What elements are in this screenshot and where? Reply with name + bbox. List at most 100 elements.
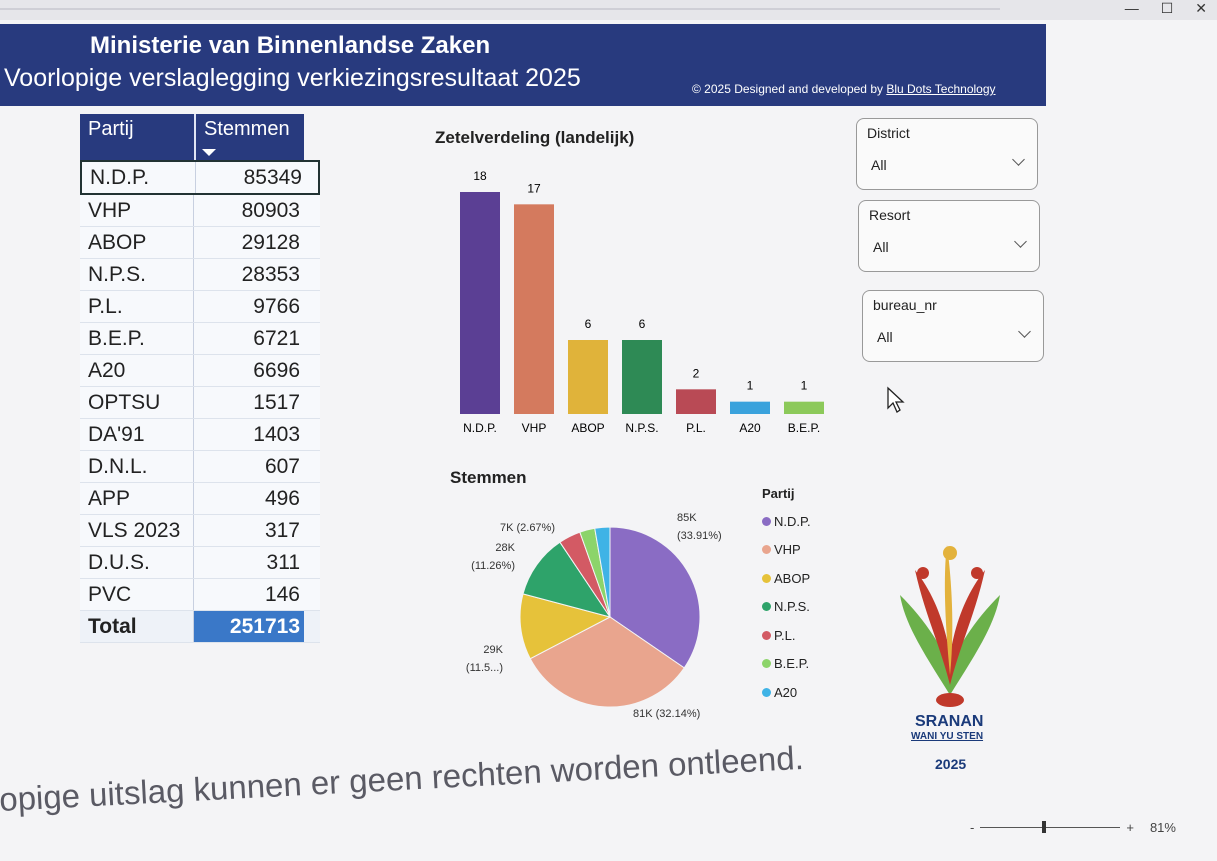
legend-item[interactable]: P.L. xyxy=(762,621,811,650)
pie-slice[interactable] xyxy=(594,526,611,618)
chevron-down-icon[interactable] xyxy=(1012,153,1025,166)
bar-chart-title: Zetelverdeling (landelijk) xyxy=(435,128,635,147)
legend-title: Partij xyxy=(762,486,795,501)
bar[interactable] xyxy=(460,192,500,414)
cell-votes: 85349 xyxy=(243,166,302,189)
cell-party: DA'91 xyxy=(80,419,194,450)
table-row[interactable]: OPTSU 1517 xyxy=(80,387,320,419)
close-icon[interactable]: ✕ xyxy=(1195,0,1207,16)
minimize-icon[interactable]: — xyxy=(1124,0,1139,16)
bar-value-label: 17 xyxy=(527,181,541,195)
legend-item[interactable]: B.E.P. xyxy=(762,650,811,679)
legend-item[interactable]: VHP xyxy=(762,536,811,565)
cell-votes: 29128 xyxy=(241,231,300,254)
bar[interactable] xyxy=(676,389,716,414)
legend-label: N.D.P. xyxy=(774,513,811,529)
credit-prefix: © 2025 Designed and developed by xyxy=(692,82,887,96)
bar[interactable] xyxy=(784,401,824,414)
pie-slice[interactable] xyxy=(519,593,612,660)
column-header-votes[interactable]: Stemmen xyxy=(194,114,304,160)
credit-link[interactable]: Blu Dots Technology xyxy=(886,82,996,96)
legend-item[interactable]: N.P.S. xyxy=(762,593,811,622)
votes-pie-chart: 85K (33.91%) 81K (32.14%) 29K (11.5...) 28K (1… xyxy=(466,512,722,720)
bar[interactable] xyxy=(730,401,770,414)
legend-label: P.L. xyxy=(774,627,796,643)
slicer-label: bureau_nr xyxy=(873,297,937,313)
table-row[interactable]: ABOP 29128 xyxy=(80,227,320,259)
legend-dot-icon xyxy=(762,602,771,612)
pie-chart-title: Stemmen xyxy=(450,468,527,487)
slicer-resort[interactable]: Resort All xyxy=(858,200,1040,272)
tab-bar-line xyxy=(0,8,1000,10)
cell-party: VLS 2023 xyxy=(80,515,194,546)
table-row[interactable]: D.U.S. 311 xyxy=(80,547,320,579)
zoom-in-button[interactable]: + xyxy=(1126,820,1134,835)
pie-slice[interactable] xyxy=(609,526,701,669)
pie-data-label: 85K xyxy=(677,512,697,524)
zoom-slider-handle[interactable] xyxy=(1042,821,1047,833)
cell-votes: 311 xyxy=(266,551,300,574)
legend-item[interactable]: A20 xyxy=(762,678,811,707)
table-row[interactable]: VHP 80903 xyxy=(80,195,320,227)
table-row[interactable]: N.D.P. 85349 xyxy=(80,160,320,195)
cell-party: P.L. xyxy=(80,291,194,322)
maximize-icon[interactable]: ☐ xyxy=(1160,0,1174,16)
slicer-label: Resort xyxy=(869,207,911,223)
legend-label: B.E.P. xyxy=(774,656,810,672)
table-row[interactable]: D.N.L. 607 xyxy=(80,451,320,483)
legend-dot-icon xyxy=(762,573,771,583)
pie-data-label: 28K xyxy=(495,542,515,554)
cell-votes: 146 xyxy=(264,583,300,606)
zoom-slider[interactable] xyxy=(980,821,1121,833)
column-header-votes-label: Stemmen xyxy=(204,118,290,140)
legend-dot-icon xyxy=(762,630,771,640)
legend-label: N.P.S. xyxy=(774,599,810,615)
election-logo: SRANAN WANI YU STEN 2025 xyxy=(895,535,1005,772)
slicer-value: All xyxy=(877,329,893,345)
pie-data-label: 29K xyxy=(483,644,503,656)
legend-item[interactable]: N.D.P. xyxy=(762,507,811,536)
chevron-down-icon[interactable] xyxy=(1014,235,1027,248)
legend-dot-icon xyxy=(762,687,771,697)
cell-party: PVC xyxy=(80,579,194,610)
cell-party: OPTSU xyxy=(80,387,194,418)
pie-data-label: 7K (2.67%) xyxy=(500,522,555,534)
cell-votes: 1403 xyxy=(253,423,300,446)
zoom-out-button[interactable]: - xyxy=(970,820,975,835)
sort-desc-icon[interactable] xyxy=(202,149,216,156)
cell-votes: 607 xyxy=(264,455,300,478)
table-row[interactable]: PVC 146 xyxy=(80,579,320,611)
bar-category-label: B.E.P. xyxy=(788,421,820,435)
table-row[interactable]: N.P.S. 28353 xyxy=(80,259,320,291)
table-row[interactable]: DA'91 1403 xyxy=(80,419,320,451)
legend-label: VHP xyxy=(774,542,801,558)
cell-party: N.D.P. xyxy=(82,162,196,193)
credit-text: © 2025 Designed and developed by Blu Dot… xyxy=(692,82,996,96)
legend-item[interactable]: ABOP xyxy=(762,564,811,593)
total-label: Total xyxy=(80,611,194,642)
column-header-party[interactable]: Partij xyxy=(80,114,194,160)
bar-category-label: ABOP xyxy=(571,421,604,435)
chevron-down-icon[interactable] xyxy=(1018,325,1031,338)
slicer-district[interactable]: District All xyxy=(856,118,1038,190)
bar-value-label: 18 xyxy=(473,169,487,183)
cell-votes: 80903 xyxy=(241,199,300,222)
bar[interactable] xyxy=(568,340,608,414)
bar[interactable] xyxy=(514,204,554,414)
votes-table: Partij Stemmen N.D.P. 85349 VHP 80903 ABOP 29… xyxy=(80,114,320,643)
bar-category-label: P.L. xyxy=(686,421,706,435)
total-value: 251713 xyxy=(194,611,304,642)
table-row[interactable]: P.L. 9766 xyxy=(80,291,320,323)
zoom-control[interactable]: - + 81% xyxy=(970,820,1176,835)
slicer-bureau-nr[interactable]: bureau_nr All xyxy=(862,290,1044,362)
bar[interactable] xyxy=(622,340,662,414)
pie-slice[interactable] xyxy=(529,616,685,708)
table-row[interactable]: APP 496 xyxy=(80,483,320,515)
legend-dot-icon xyxy=(762,516,771,526)
cell-party: D.N.L. xyxy=(80,451,194,482)
table-row[interactable]: VLS 2023 317 xyxy=(80,515,320,547)
table-row[interactable]: A20 6696 xyxy=(80,355,320,387)
table-row[interactable]: B.E.P. 6721 xyxy=(80,323,320,355)
pie-slice[interactable] xyxy=(522,541,612,618)
page-title: Ministerie van Binnenlandse Zaken xyxy=(90,32,491,59)
